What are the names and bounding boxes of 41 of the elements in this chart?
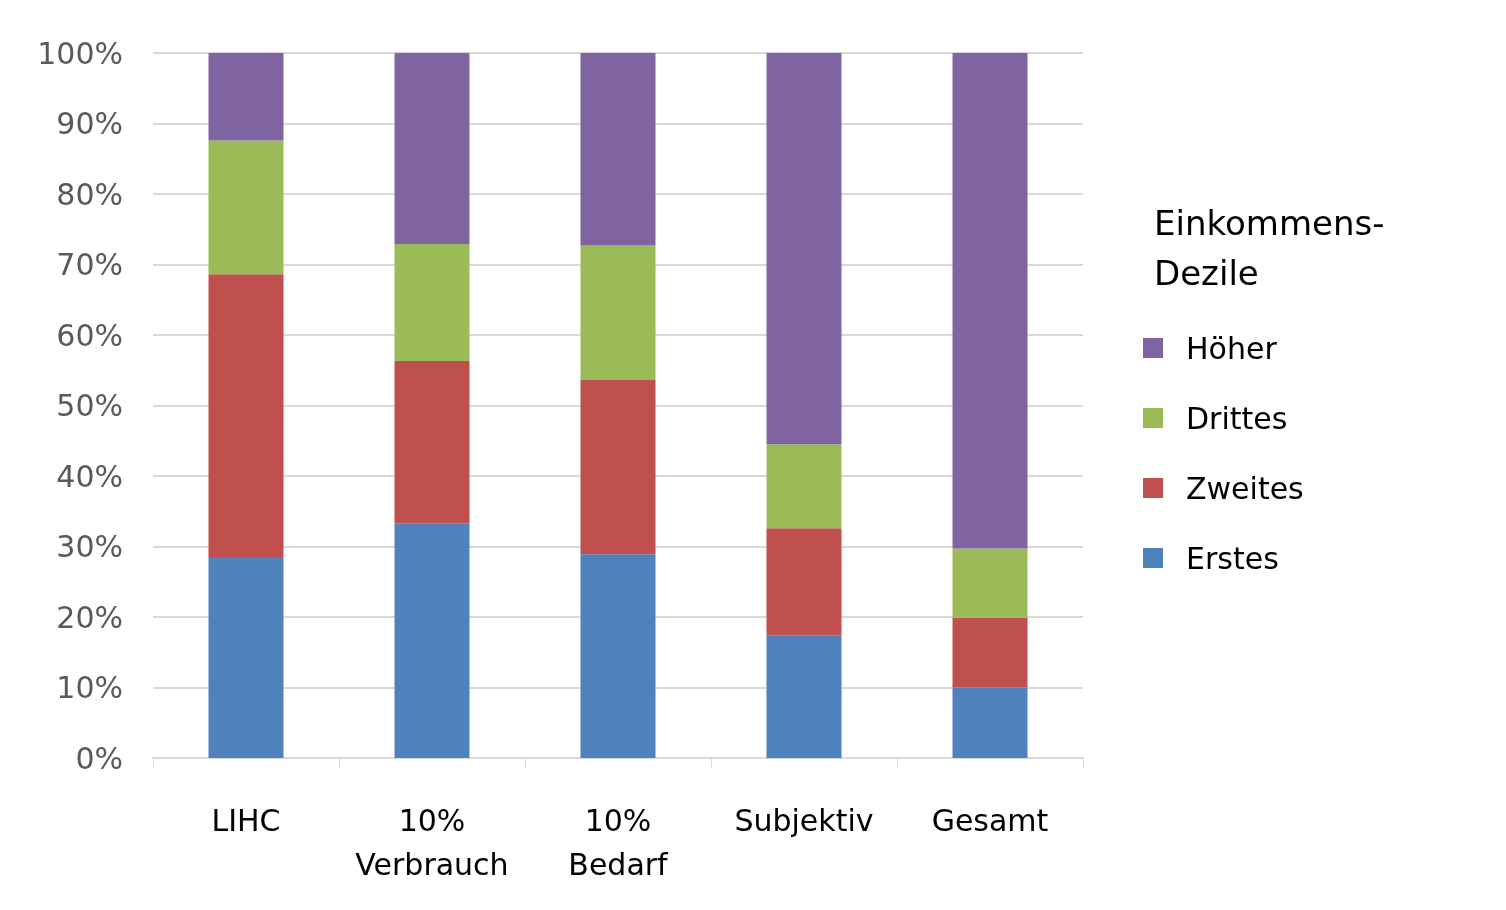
x-tick-label: 10% Bedarf xyxy=(568,802,670,882)
y-tick-label: 70% xyxy=(56,247,123,282)
legend-label: Zweites xyxy=(1186,470,1304,506)
y-tick-label: 0% xyxy=(75,740,123,776)
legend-label: Höher xyxy=(1186,330,1278,366)
x-tick-label: Gesamt xyxy=(931,802,1049,838)
y-tick-label: 60% xyxy=(56,317,123,353)
y-tick-label: 10% xyxy=(56,670,123,705)
legend-label: Drittes xyxy=(1186,400,1288,436)
y-tick-label: 40% xyxy=(56,458,123,494)
x-tick-label: Subjektiv xyxy=(734,802,874,838)
bar xyxy=(766,635,842,758)
bar xyxy=(580,554,656,758)
bar xyxy=(580,380,656,555)
bar xyxy=(952,687,1028,758)
bar xyxy=(208,53,284,141)
x-tick-label: 10% Verbrauch xyxy=(355,802,509,882)
bar xyxy=(208,274,284,558)
bar xyxy=(208,140,284,275)
legend-label: Erstes xyxy=(1186,540,1279,576)
y-tick-label: 20% xyxy=(56,599,123,635)
bar xyxy=(952,53,1028,549)
bar xyxy=(952,617,1028,688)
bar xyxy=(394,244,470,362)
bar xyxy=(580,245,656,381)
y-tick-label: 100% xyxy=(37,35,123,71)
x-tick-label: LIHC xyxy=(211,802,281,838)
bar xyxy=(766,444,842,529)
y-tick-label: 90% xyxy=(56,106,123,141)
y-tick-label: 50% xyxy=(56,388,123,423)
y-tick-label: 30% xyxy=(56,529,123,564)
bar xyxy=(394,361,470,524)
bar xyxy=(766,528,842,636)
legend-title: Einkommens- Dezile xyxy=(1154,203,1385,293)
bar xyxy=(952,548,1028,618)
bar xyxy=(208,557,284,758)
bar xyxy=(766,53,842,445)
bar xyxy=(580,53,656,246)
y-tick-label: 80% xyxy=(56,176,123,212)
bar xyxy=(394,523,470,758)
bar xyxy=(394,53,470,245)
